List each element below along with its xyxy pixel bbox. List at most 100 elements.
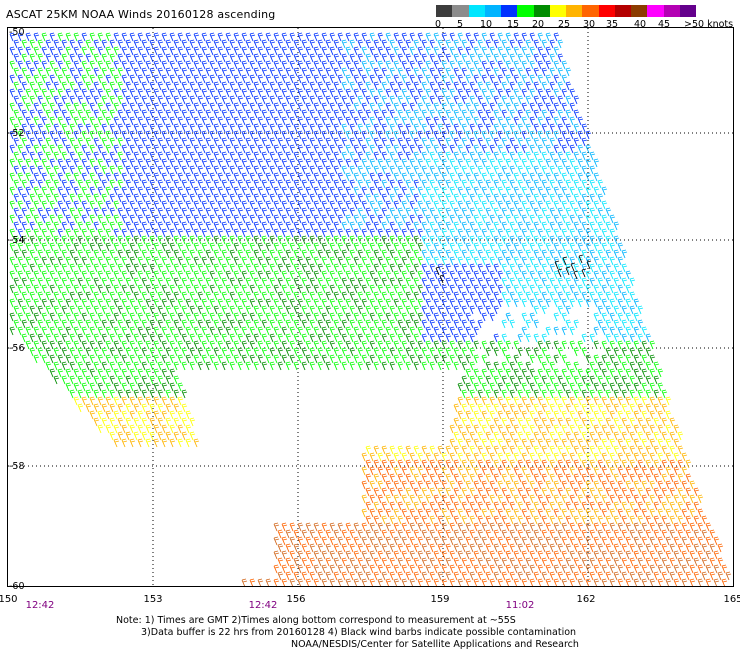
wind-barb [525, 417, 532, 427]
wind-barb [533, 291, 540, 301]
wind-barb [501, 319, 508, 329]
wind-barb [541, 459, 548, 469]
wind-barb [309, 235, 316, 245]
wind-barb [565, 137, 572, 147]
wind-barb [381, 249, 388, 259]
wind-barb [649, 564, 656, 574]
wind-barb [553, 578, 560, 588]
wind-barb [309, 571, 316, 581]
wind-barb [321, 144, 328, 154]
wind-barb [597, 501, 604, 511]
wind-barb [625, 564, 632, 574]
wind-barb [417, 298, 424, 308]
wind-barb [457, 396, 464, 406]
wind-barb [409, 74, 416, 84]
wind-barb [409, 494, 416, 504]
wind-barb [541, 263, 548, 273]
wind-barb [225, 326, 232, 336]
wind-barb [489, 102, 496, 112]
wind-barb [401, 522, 408, 532]
wind-barb [309, 165, 316, 175]
wind-barb [529, 382, 536, 392]
wind-barb [333, 305, 340, 315]
wind-barb [281, 340, 288, 350]
wind-barb [473, 214, 480, 224]
wind-barb [389, 529, 396, 539]
wind-barb [353, 116, 360, 126]
wind-barb [69, 193, 76, 203]
wind-barb [281, 284, 288, 294]
wind-barb [461, 235, 468, 245]
wind-barb [105, 214, 112, 224]
wind-barb [425, 200, 432, 210]
wind-barb [645, 571, 652, 581]
wind-barb [613, 543, 620, 553]
wind-barb [81, 368, 88, 378]
wind-barb [533, 123, 540, 133]
wind-barb [633, 382, 640, 392]
wind-barb [541, 123, 548, 133]
wind-barb [81, 102, 88, 112]
wind-barb [137, 438, 144, 448]
wind-barb [617, 550, 624, 560]
wind-barb [349, 221, 356, 231]
wind-barb [557, 473, 564, 483]
wind-barb [341, 165, 348, 175]
wind-barb [485, 501, 492, 511]
wind-barb [321, 172, 328, 182]
wind-barb [69, 305, 76, 315]
wind-barb [405, 571, 412, 581]
wind-barb [525, 151, 532, 161]
wind-barb [417, 60, 424, 70]
wind-barb [61, 319, 68, 329]
wind-barb [165, 137, 172, 147]
wind-barb [29, 333, 36, 343]
wind-barb [61, 207, 68, 217]
wind-barb [509, 515, 516, 525]
wind-barb [653, 543, 660, 553]
wind-barb [77, 95, 84, 105]
wind-barb [489, 200, 496, 210]
wind-barb [261, 277, 268, 287]
wind-barb [341, 193, 348, 203]
wind-barb [289, 326, 296, 336]
wind-barb [425, 214, 432, 224]
wind-barb [245, 207, 252, 217]
wind-barb [601, 186, 608, 196]
wind-barb [121, 270, 128, 280]
wind-barb [209, 326, 216, 336]
wind-barb [345, 242, 352, 252]
wind-barb [205, 39, 212, 49]
wind-barb [113, 172, 120, 182]
wind-barb [377, 158, 384, 168]
wind-barb [65, 312, 72, 322]
wind-barb [653, 487, 660, 497]
wind-barb [189, 361, 196, 371]
wind-barb [17, 102, 24, 112]
wind-barb [181, 249, 188, 259]
wind-barb [629, 487, 636, 497]
wind-barb [25, 228, 32, 238]
wind-barb [397, 529, 404, 539]
wind-barb [641, 508, 648, 518]
wind-barb [561, 284, 568, 294]
wind-barb [25, 60, 32, 70]
wind-barb [193, 60, 200, 70]
wind-barb [421, 473, 428, 483]
wind-barb [601, 466, 608, 476]
wind-barb [237, 235, 244, 245]
wind-barb [149, 109, 156, 119]
wind-barb [369, 46, 376, 56]
wind-barb [409, 256, 416, 266]
wind-barb [577, 158, 584, 168]
wind-barb [505, 284, 512, 294]
wind-barb [441, 102, 448, 112]
wind-barb [629, 515, 636, 525]
wind-barb [205, 347, 212, 357]
wind-barb [13, 151, 20, 161]
wind-barb [601, 438, 608, 448]
wind-barb [549, 515, 556, 525]
wind-barb [221, 361, 228, 371]
wind-barb [425, 578, 432, 588]
wind-barb [213, 95, 220, 105]
